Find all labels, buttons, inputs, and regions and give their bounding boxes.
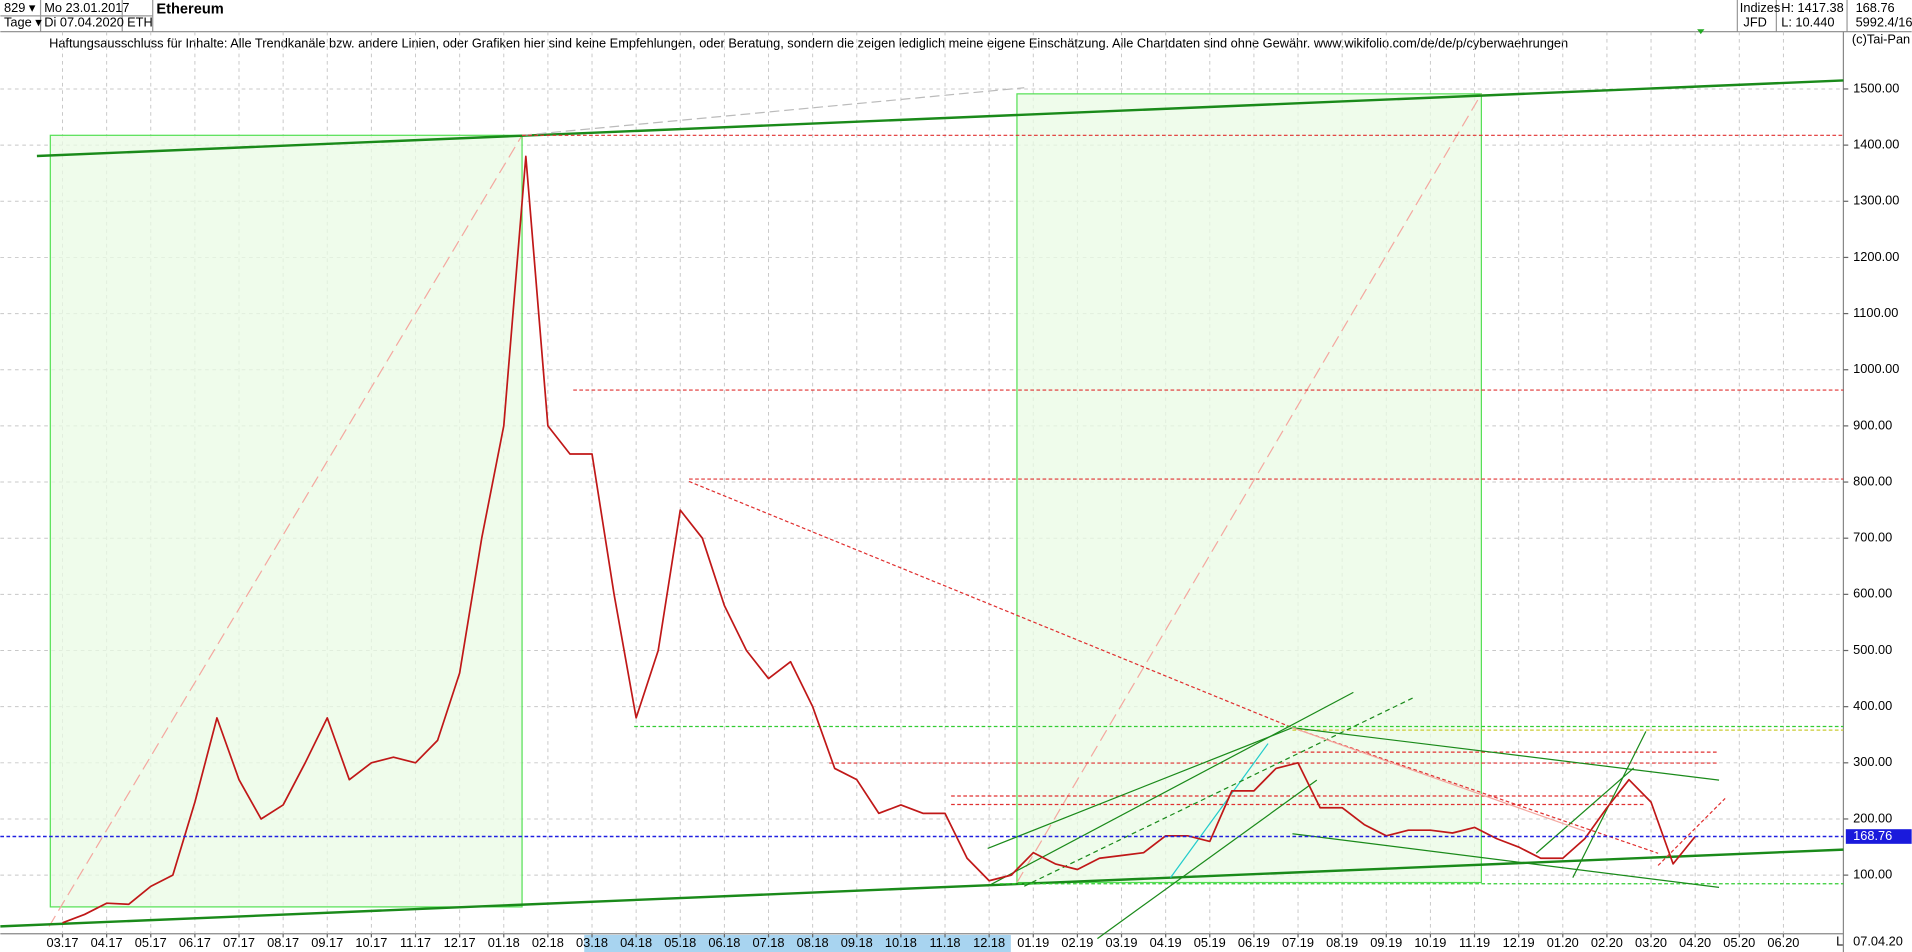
last-price-box: [1845, 829, 1912, 844]
x-tick-label: 11.17: [400, 935, 431, 950]
x-tick-label: 02.19: [1061, 935, 1093, 950]
y-tick-label: 1100.00: [1853, 305, 1898, 320]
diag: [1016, 93, 1482, 883]
x-tick-label: 05.20: [1723, 935, 1755, 950]
x-tick-label: 04.19: [1150, 935, 1182, 950]
x-tick-label: 02.18: [532, 935, 564, 950]
trend: [1170, 743, 1269, 879]
trend: [1535, 767, 1635, 854]
trend: [987, 727, 1293, 849]
y-tick-label: 900.00: [1853, 417, 1892, 432]
trend: [1023, 696, 1415, 887]
x-tick-label: 06.17: [179, 935, 211, 950]
trend: [36, 79, 1844, 158]
x-tick-label: 03.19: [1106, 935, 1138, 950]
y-tick-label: 300.00: [1853, 754, 1892, 769]
disclaimer: Haftungsausschluss für Inhalte: Alle Tre…: [49, 35, 1568, 50]
trend: [688, 480, 1293, 729]
end-date: Di 07.04.2020: [44, 15, 124, 30]
x-tick-label: 11.19: [1459, 935, 1490, 950]
x-tick-label: 07.19: [1282, 935, 1314, 950]
x-tick-label: 09.18: [841, 935, 873, 950]
copyright: (c)Tai-Pan: [1852, 32, 1910, 47]
trend: [521, 87, 1025, 136]
y-tick-label: 500.00: [1853, 642, 1892, 657]
trend: [1292, 833, 1720, 889]
y-tick-label: 800.00: [1853, 473, 1892, 488]
x-tick-label: 03.17: [47, 935, 79, 950]
x-tick-label: 04.20: [1679, 935, 1711, 950]
y-tick-label: 100.00: [1853, 866, 1892, 881]
chart-title: Ethereum: [156, 2, 223, 18]
last-price-header: 168.76: [1856, 0, 1895, 15]
x-tick-label: 03.20: [1635, 935, 1667, 950]
x-tick-label: 05.18: [664, 935, 696, 950]
x-tick-label: 06.18: [708, 935, 740, 950]
date-label: 07.04.20: [1853, 934, 1903, 949]
trend: [987, 691, 1354, 887]
group: Indizes: [1740, 0, 1781, 15]
low: L: 10.440: [1781, 15, 1834, 30]
start-date: Mo 23.01.2017: [44, 0, 129, 15]
y-tick-label: 1000.00: [1853, 361, 1899, 376]
x-tick-label: 01.20: [1547, 935, 1579, 950]
x-tick-label: 12.17: [444, 935, 476, 950]
y-tick-label: 700.00: [1853, 530, 1892, 545]
price-line: [62, 155, 1696, 924]
marker: [1697, 29, 1705, 35]
x-tick-label: 11.18: [930, 935, 961, 950]
x-tick-label: 08.17: [267, 935, 299, 950]
x-tick-label: 01.18: [488, 935, 520, 950]
x-tick-label: 10.18: [885, 935, 917, 950]
trend: [0, 848, 1844, 928]
x-tick-label: 09.17: [311, 935, 343, 950]
x-tick-label: 04.17: [91, 935, 123, 950]
x-tick-label: 01.19: [1017, 935, 1049, 950]
symbol: ETH: [127, 15, 153, 30]
y-tick-label: 1400.00: [1853, 136, 1899, 151]
y-tick-label: 1500.00: [1853, 80, 1899, 95]
trend: [1097, 779, 1318, 940]
x-tick-label: 03.18: [576, 935, 608, 950]
header-bg: [0, 0, 1912, 32]
year-highlight: [584, 934, 1011, 952]
y-tick-label: 1300.00: [1853, 193, 1899, 208]
x-tick-label: 09.19: [1370, 935, 1402, 950]
scale-mode: L: [1836, 934, 1843, 949]
x-tick-label: 10.19: [1414, 935, 1446, 950]
y-tick-label: 400.00: [1853, 698, 1892, 713]
info: 5992.4/16: [1856, 15, 1912, 30]
y-tick-label: 200.00: [1853, 810, 1892, 825]
marks: [0, 155, 1844, 924]
high: H: 1417.38: [1781, 0, 1844, 15]
count-select[interactable]: 829 ▾: [4, 0, 36, 15]
y-tick-label: 1200.00: [1853, 249, 1899, 264]
x-tick-label: 05.17: [135, 935, 167, 950]
box: [49, 134, 523, 908]
x-tick-label: 02.20: [1591, 935, 1623, 950]
trend: [1292, 727, 1720, 781]
x-tick-label: 08.19: [1326, 935, 1358, 950]
x-tick-label: 06.20: [1767, 935, 1799, 950]
x-tick-label: 12.18: [973, 935, 1005, 950]
period-select[interactable]: Tage ▾: [4, 15, 42, 30]
x-tick-label: 12.19: [1503, 935, 1535, 950]
last-price-label: 168.76: [1853, 828, 1892, 843]
source: JFD: [1743, 15, 1766, 30]
x-tick-label: 07.18: [753, 935, 785, 950]
x-tick-label: 06.19: [1238, 935, 1270, 950]
x-tick-label: 05.19: [1194, 935, 1226, 950]
x-tick-label: 08.18: [797, 935, 829, 950]
trend: [1292, 727, 1659, 854]
x-tick-label: 04.18: [620, 935, 652, 950]
y-tick-label: 600.00: [1853, 586, 1892, 601]
trend: [1292, 727, 1586, 832]
diag: [48, 134, 523, 927]
x-tick-label: 10.17: [355, 935, 387, 950]
annotations: [0, 79, 1844, 940]
x-tick-label: 07.17: [223, 935, 255, 950]
